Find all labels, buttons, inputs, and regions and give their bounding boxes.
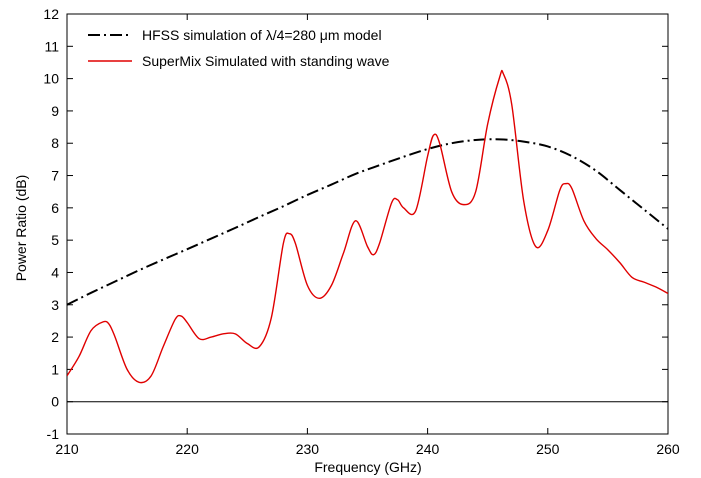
x-tick-label: 220 bbox=[176, 441, 200, 457]
y-tick-label: 3 bbox=[51, 297, 59, 313]
y-tick-label: 9 bbox=[51, 103, 59, 119]
y-tick-label: -1 bbox=[47, 426, 60, 442]
series-line-supermix bbox=[67, 69, 668, 384]
y-tick-label: 0 bbox=[51, 394, 59, 410]
y-tick-label: 10 bbox=[43, 71, 59, 87]
x-axis-title: Frequency (GHz) bbox=[314, 459, 421, 475]
y-tick-label: 8 bbox=[51, 135, 59, 151]
y-tick-label: 4 bbox=[51, 264, 59, 280]
series-line-hfss bbox=[67, 138, 668, 306]
y-tick-label: 1 bbox=[51, 361, 59, 377]
legend-label-supermix: SuperMix Simulated with standing wave bbox=[142, 53, 390, 69]
y-tick-label: 6 bbox=[51, 200, 59, 216]
x-tick-label: 230 bbox=[296, 441, 320, 457]
x-tick-label: 210 bbox=[55, 441, 79, 457]
x-tick-label: 240 bbox=[416, 441, 440, 457]
y-tick-label: 2 bbox=[51, 329, 59, 345]
x-tick-label: 250 bbox=[536, 441, 560, 457]
y-axis-title: Power Ratio (dB) bbox=[13, 175, 29, 282]
legend: HFSS simulation of λ/4=280 μm model Supe… bbox=[88, 27, 390, 69]
y-tick-label: 11 bbox=[44, 38, 59, 54]
y-tick-label: 7 bbox=[51, 168, 59, 184]
x-tick-label: 260 bbox=[656, 441, 680, 457]
legend-label-hfss: HFSS simulation of λ/4=280 μm model bbox=[142, 27, 382, 43]
y-tick-label: 12 bbox=[43, 6, 59, 22]
plot-area-frame bbox=[66, 13, 669, 435]
y-tick-label: 5 bbox=[51, 232, 59, 248]
